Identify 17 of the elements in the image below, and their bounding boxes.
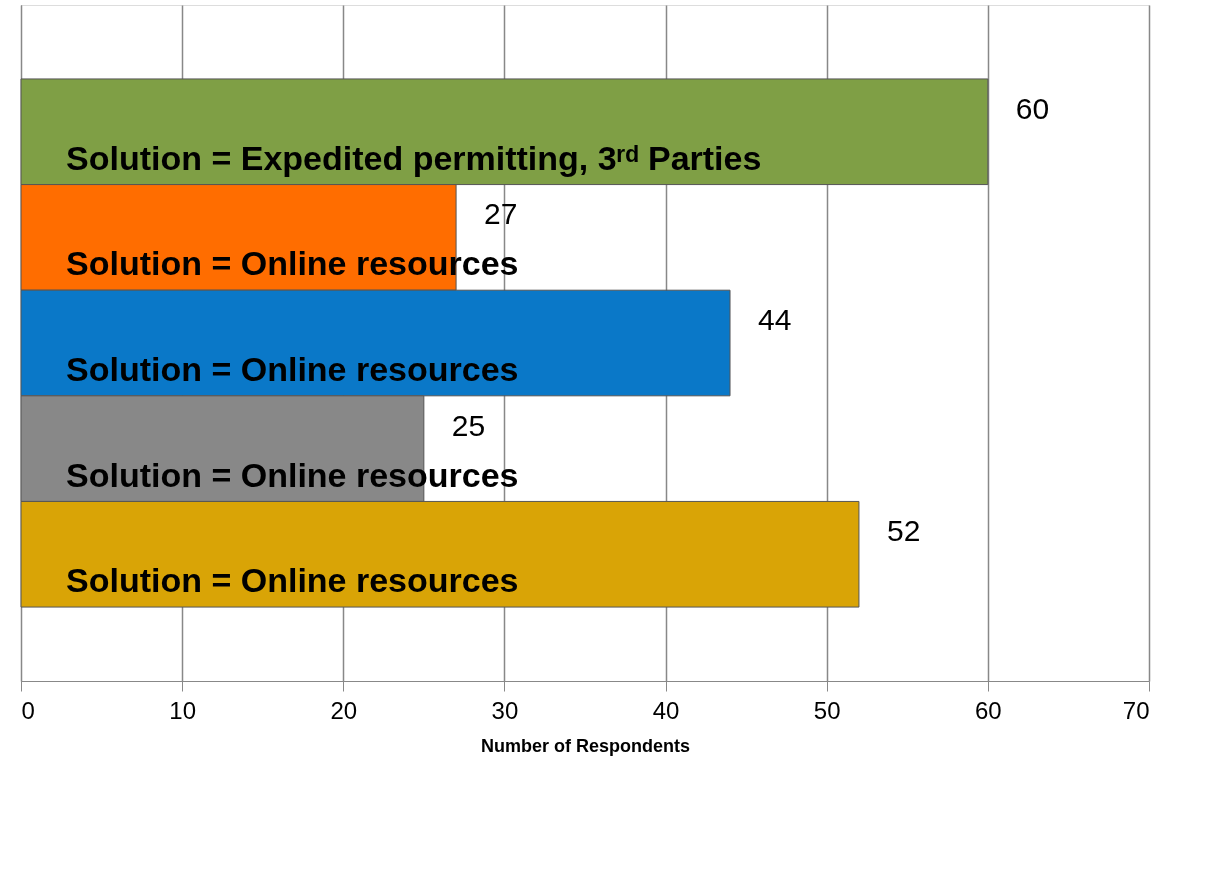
data-label: 60 — [1015, 91, 1050, 125]
x-tick-label: 30 — [491, 696, 519, 724]
data-label: 25 — [451, 408, 486, 442]
data-label: 44 — [758, 303, 792, 336]
annotation: Solution = Online resources — [66, 561, 519, 600]
x-axis-title: Number of Respondents — [480, 735, 691, 756]
x-tick-label: 0 — [21, 696, 35, 724]
x-tick-label: 20 — [330, 696, 358, 724]
x-tick-label: 50 — [813, 696, 841, 724]
x-tick-label: 40 — [652, 696, 680, 724]
data-label: 27 — [484, 197, 518, 231]
x-tick-label: 60 — [975, 696, 1002, 724]
data-label: 52 — [886, 514, 921, 548]
x-tick-label: 70 — [1122, 696, 1150, 724]
annotation: Solution = Expedited permitting, 3ʳᵈ Parties — [66, 138, 762, 177]
x-tick-label: 10 — [169, 696, 196, 724]
annotation: Solution = Online resources — [66, 350, 519, 388]
